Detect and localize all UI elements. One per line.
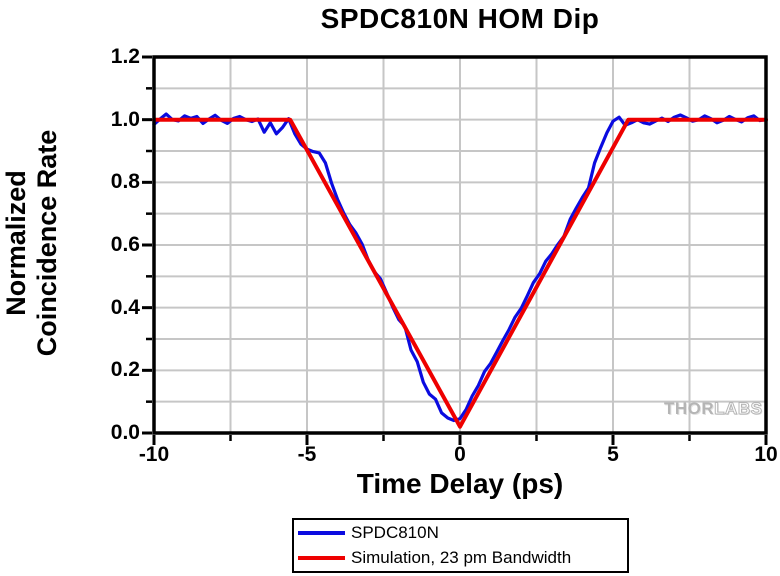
y-tick-label: 0.4 <box>110 295 140 319</box>
legend-line-sample-blue <box>298 531 345 535</box>
legend-line-sample-red <box>298 556 345 560</box>
x-tick-label: 5 <box>607 443 619 466</box>
chart-title: SPDC810N HOM Dip <box>320 3 600 34</box>
axes-frame <box>152 55 768 435</box>
x-tick-label: 10 <box>754 443 778 466</box>
y-tick-label: 0.0 <box>110 421 140 444</box>
x-tick-label: -10 <box>138 443 170 466</box>
y-axis-label-line2: Coincidence Rate <box>32 129 63 357</box>
x-tick-label: -5 <box>297 443 317 466</box>
thorlabs-logo-labs: LABS <box>714 399 763 419</box>
y-axis-label: Normalized Coincidence Rate <box>1 53 77 433</box>
series-simulation-23-pm-bandwidth <box>152 117 768 429</box>
legend-box: SPDC810N Simulation, 23 pm Bandwidth <box>292 518 629 573</box>
legend-item-spdc810n: SPDC810N <box>298 521 627 546</box>
x-axis-label: Time Delay (ps) <box>356 468 564 499</box>
y-axis-label-line1: Normalized <box>1 170 31 316</box>
x-tick-label: 0 <box>454 443 466 466</box>
thorlabs-logo-thor: THOR <box>664 399 715 418</box>
y-tick-label: 0.6 <box>110 233 140 256</box>
y-tick-label: 0.2 <box>110 358 140 382</box>
legend-item-simulation: Simulation, 23 pm Bandwidth <box>298 546 627 571</box>
y-tick-label: 1.0 <box>110 107 140 131</box>
y-tick-label: 0.8 <box>110 170 140 194</box>
legend-label: SPDC810N <box>351 523 439 542</box>
legend-label: Simulation, 23 pm Bandwidth <box>351 548 572 567</box>
y-tick-label: 1.2 <box>110 45 140 68</box>
thorlabs-logo: THORLABS <box>664 399 762 419</box>
